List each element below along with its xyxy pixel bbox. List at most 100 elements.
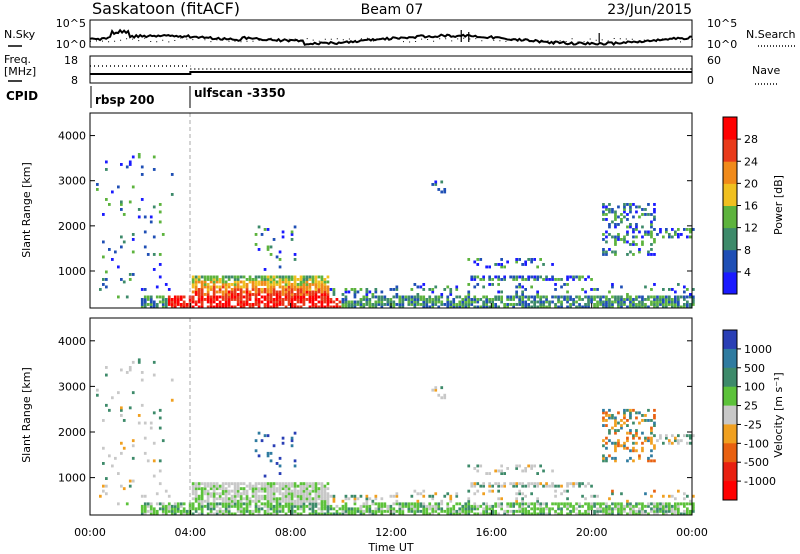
heatmap-cell — [200, 303, 204, 306]
heatmap-cell — [161, 300, 165, 304]
heatmap-cell — [257, 512, 261, 516]
heatmap-cell — [614, 429, 617, 432]
heatmap-cell — [233, 492, 237, 496]
heatmap-cell — [602, 248, 605, 251]
heatmap-cell — [341, 293, 345, 296]
colorbar-cell — [723, 367, 737, 388]
heatmap-cell — [269, 512, 273, 516]
heatmap-cell — [269, 459, 273, 463]
heatmap-cell — [305, 504, 309, 508]
heatmap-cell — [614, 449, 617, 453]
heatmap-cell — [137, 208, 141, 211]
heatmap-cell — [347, 509, 351, 513]
heatmap-cell — [599, 507, 602, 511]
heatmap-cell — [590, 298, 593, 301]
heatmap-cell — [338, 305, 342, 309]
heatmap-cell — [515, 499, 518, 503]
heatmap-cell — [536, 275, 539, 279]
heatmap-cell — [155, 305, 159, 309]
heatmap-cell — [470, 507, 474, 511]
heatmap-cell — [365, 290, 369, 294]
heatmap-cell — [392, 507, 396, 511]
heatmap-cell — [215, 278, 219, 281]
colorbar-cell — [723, 386, 737, 407]
heatmap-cell — [398, 512, 402, 516]
heatmap-cell — [302, 497, 306, 501]
heatmap-cell — [242, 492, 246, 496]
heatmap-cell — [105, 278, 108, 281]
heatmap-cell — [692, 494, 695, 498]
heatmap-cell — [605, 235, 608, 239]
heatmap-cell — [302, 502, 306, 506]
heatmap-cell — [641, 305, 644, 309]
heatmap-cell — [452, 298, 456, 301]
heatmap-cell — [266, 285, 270, 289]
heatmap-cell — [434, 507, 438, 511]
heatmap-cell — [152, 303, 156, 306]
heatmap-cell — [614, 502, 617, 506]
heatmap-cell — [170, 507, 174, 511]
heatmap-cell — [269, 298, 273, 301]
heatmap-cell — [611, 303, 614, 306]
heatmap-cell — [380, 507, 384, 511]
heatmap-cell — [374, 295, 378, 299]
heatmap-cell — [572, 275, 575, 279]
heatmap-cell — [632, 300, 635, 304]
heatmap-cell — [347, 290, 351, 294]
heatmap-cell — [323, 298, 327, 301]
heatmap-cell — [305, 275, 309, 279]
heatmap-cell — [128, 200, 132, 204]
heatmap-cell — [647, 512, 650, 516]
heatmap-cell — [488, 504, 491, 508]
colorbar-tick-label: 100 — [744, 381, 765, 394]
heatmap-cell — [299, 275, 303, 279]
velocity-colorbar-label: Velocity [m s⁻¹] — [772, 372, 785, 457]
heatmap-cell — [509, 303, 512, 306]
heatmap-cell — [194, 293, 198, 296]
heatmap-cell — [278, 492, 282, 496]
heatmap-cell — [575, 482, 578, 486]
heatmap-cell — [108, 203, 111, 206]
heatmap-cell — [272, 507, 276, 511]
heatmap-cell — [380, 300, 384, 304]
colorbar-cell — [723, 161, 737, 184]
heatmap-cell — [248, 502, 252, 506]
heatmap-cell — [641, 504, 644, 508]
heatmap-cell — [578, 295, 581, 299]
heatmap-cell — [311, 303, 315, 306]
heatmap-cell — [296, 298, 300, 301]
heatmap-cell — [128, 163, 132, 166]
heatmap-cell — [608, 408, 611, 412]
heatmap-cell — [359, 494, 363, 498]
heatmap-cell — [530, 305, 533, 309]
heatmap-cell — [515, 482, 518, 486]
heatmap-cell — [560, 295, 563, 299]
heatmap-cell — [431, 305, 435, 309]
heatmap-cell — [431, 300, 435, 304]
heatmap-cell — [653, 507, 656, 511]
y-tick-label: 3000 — [58, 380, 86, 393]
heatmap-cell — [608, 431, 611, 435]
heatmap-cell — [99, 494, 102, 498]
heatmap-cell — [503, 512, 506, 516]
heatmap-cell — [653, 228, 656, 231]
heatmap-cell — [632, 228, 635, 231]
heatmap-cell — [170, 305, 174, 309]
heatmap-cell — [120, 414, 123, 417]
heatmap-cell — [623, 300, 626, 304]
heatmap-cell — [269, 494, 273, 498]
heatmap-cell — [272, 303, 276, 306]
heatmap-cell — [467, 464, 471, 468]
heatmap-cell — [281, 497, 285, 501]
colorbar-cell — [723, 443, 737, 463]
heatmap-cell — [233, 280, 237, 284]
heatmap-cell — [443, 393, 447, 397]
heatmap-cell — [671, 494, 674, 498]
heatmap-cell — [566, 305, 569, 309]
heatmap-cell — [266, 499, 270, 503]
heatmap-cell — [515, 509, 518, 513]
heatmap-cell — [356, 290, 360, 294]
heatmap-cell — [590, 502, 593, 506]
heatmap-cell — [515, 502, 518, 506]
heatmap-cell — [278, 504, 282, 508]
